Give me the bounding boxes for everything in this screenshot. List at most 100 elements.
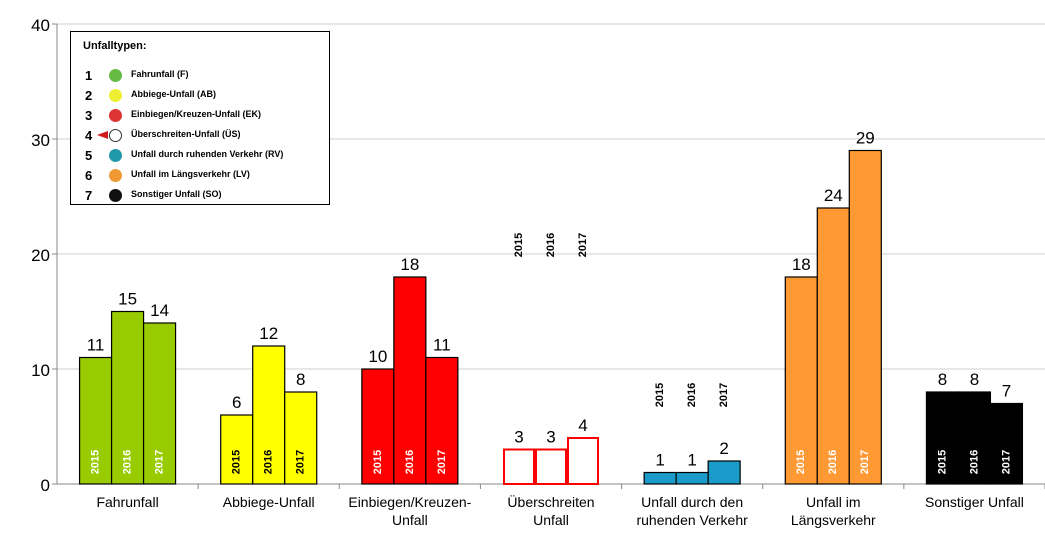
series-year-label: 2016 xyxy=(404,450,416,474)
data-label: 12 xyxy=(259,324,278,343)
legend-item-number: 2 xyxy=(85,88,93,103)
series-year-label: 2015 xyxy=(936,450,948,474)
yellow-dot-icon xyxy=(109,89,122,102)
bar xyxy=(707,460,741,485)
legend-item-fahrunfall: 1 Fahrunfall (F) xyxy=(71,68,329,84)
bar xyxy=(643,471,677,485)
y-tick-label: 30 xyxy=(31,131,50,150)
data-label: 18 xyxy=(792,255,811,274)
bar xyxy=(220,414,254,485)
category-label: Unfall xyxy=(392,512,428,528)
legend-item-label: Überschreiten-Unfall (ÜS) xyxy=(131,129,241,139)
red-dot-icon xyxy=(109,109,122,122)
series-year-label: 2017 xyxy=(295,450,307,474)
data-label: 15 xyxy=(118,290,137,309)
series-year-label: 2017 xyxy=(1000,450,1012,474)
legend-item-laengsverkehr: 6 Unfall im Längsverkehr (LV) xyxy=(71,168,329,184)
data-label: 4 xyxy=(578,416,587,435)
bar xyxy=(567,437,599,485)
series-year-label: 2015 xyxy=(654,383,666,407)
legend-item-label: Fahrunfall (F) xyxy=(131,69,189,79)
data-label: 24 xyxy=(824,186,843,205)
series-year-label: 2016 xyxy=(686,383,698,407)
data-label: 11 xyxy=(433,336,451,355)
data-label: 18 xyxy=(400,255,419,274)
bar xyxy=(816,207,850,485)
data-label: 6 xyxy=(232,393,241,412)
bar xyxy=(848,149,882,485)
bar xyxy=(784,276,818,485)
legend-item-sonstiger: 7 Sonstiger Unfall (SO) xyxy=(71,188,329,204)
black-dot-icon xyxy=(109,189,122,202)
category-label: Abbiege-Unfall xyxy=(223,494,315,510)
data-label: 7 xyxy=(1002,382,1011,401)
category-label: Längsverkehr xyxy=(791,512,876,528)
series-year-label: 2015 xyxy=(89,450,101,474)
category-label: Unfall im xyxy=(806,494,860,510)
series-year-label: 2017 xyxy=(718,383,730,407)
category-label: Unfall xyxy=(533,512,569,528)
series-year-label: 2017 xyxy=(859,450,871,474)
category-label: Überschreiten xyxy=(507,493,594,510)
data-label: 29 xyxy=(856,129,875,148)
series-year-label: 2015 xyxy=(231,450,243,474)
red-arrow-icon xyxy=(97,131,108,139)
legend-item-einbiegen-kreuzen: 3 Einbiegen/Kreuzen-Unfall (EK) xyxy=(71,108,329,124)
bar xyxy=(78,356,113,485)
series-year-label: 2017 xyxy=(153,450,165,474)
data-label: 3 xyxy=(514,428,523,447)
legend-item-label: Sonstiger Unfall (SO) xyxy=(131,189,222,199)
y-tick-label: 0 xyxy=(41,476,50,495)
bar xyxy=(989,402,1024,485)
data-label: 11 xyxy=(87,336,105,355)
legend-item-number: 3 xyxy=(85,108,93,123)
data-label: 1 xyxy=(687,451,696,470)
legend: Unfalltypen: 1 Fahrunfall (F) 2 Abbiege-… xyxy=(70,31,330,205)
legend-item-label: Unfall im Längsverkehr (LV) xyxy=(131,169,250,179)
data-label: 1 xyxy=(655,451,664,470)
series-year-label: 2016 xyxy=(968,450,980,474)
bar xyxy=(393,276,427,485)
green-dot-icon xyxy=(109,69,122,82)
series-year-label: 2016 xyxy=(263,450,275,474)
category-label: Einbiegen/Kreuzen- xyxy=(348,494,471,510)
orange-dot-icon xyxy=(109,169,122,182)
series-year-label: 2015 xyxy=(372,450,384,474)
legend-item-label: Einbiegen/Kreuzen-Unfall (EK) xyxy=(131,109,262,119)
data-label: 2 xyxy=(719,439,728,458)
data-label: 8 xyxy=(296,370,305,389)
series-year-label: 2015 xyxy=(513,233,525,257)
bar xyxy=(535,448,567,485)
legend-title: Unfalltypen: xyxy=(83,40,147,52)
y-tick-label: 40 xyxy=(31,16,50,35)
category-label: Unfall durch den xyxy=(641,494,743,510)
bar xyxy=(925,391,960,485)
legend-item-ruhender-verkehr: 5 Unfall durch ruhenden Verkehr (RV) xyxy=(71,148,329,164)
legend-item-abbiege-unfall: 2 Abbiege-Unfall (AB) xyxy=(71,88,329,104)
legend-item-number: 4 xyxy=(85,128,93,143)
legend-item-ueberschreiten: 4 Überschreiten-Unfall (ÜS) xyxy=(71,128,329,144)
data-label: 14 xyxy=(150,301,169,320)
series-year-label: 2016 xyxy=(545,233,557,257)
data-label: 8 xyxy=(970,370,979,389)
series-year-label: 2016 xyxy=(827,450,839,474)
teal-dot-icon xyxy=(109,149,122,162)
legend-item-label: Unfall durch ruhenden Verkehr (RV) xyxy=(131,149,284,159)
series-year-label: 2015 xyxy=(795,450,807,474)
series-year-label: 2017 xyxy=(436,450,448,474)
bar xyxy=(503,448,535,485)
bar xyxy=(425,356,459,485)
bar xyxy=(142,322,177,485)
series-year-label: 2017 xyxy=(577,233,589,257)
white-dot-icon xyxy=(109,129,122,142)
legend-item-number: 5 xyxy=(85,148,93,163)
category-label: ruhenden Verkehr xyxy=(636,512,748,528)
data-label: 8 xyxy=(938,370,947,389)
bar xyxy=(284,391,318,485)
bar xyxy=(110,310,145,485)
data-label: 10 xyxy=(368,347,387,366)
legend-item-label: Abbiege-Unfall (AB) xyxy=(131,89,216,99)
category-label: Sonstiger Unfall xyxy=(925,494,1024,510)
legend-item-number: 7 xyxy=(85,188,93,203)
